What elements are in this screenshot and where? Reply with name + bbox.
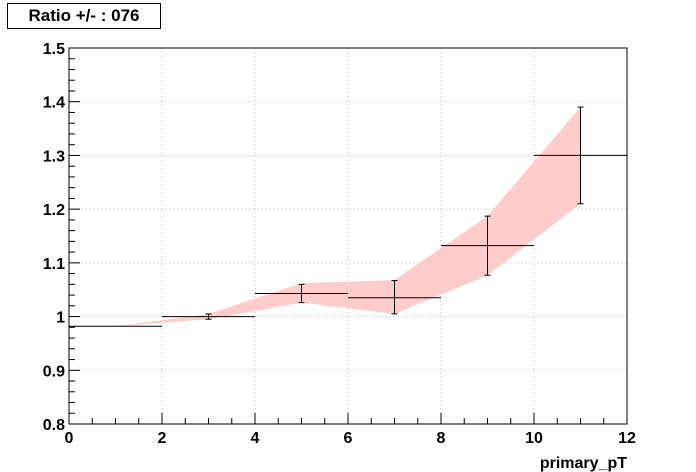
data-point — [255, 283, 348, 304]
uncertainty-band — [115, 107, 581, 327]
x-tick-label: 12 — [618, 430, 636, 447]
y-tick-label: 1.5 — [43, 41, 65, 58]
data-point — [534, 106, 627, 205]
y-tick-label: 0.9 — [43, 363, 65, 380]
x-tick-label: 10 — [525, 430, 543, 447]
x-tick-label: 2 — [158, 430, 167, 447]
grid — [69, 48, 627, 424]
x-tick-label: 6 — [344, 430, 353, 447]
data-point — [348, 280, 441, 315]
x-tick-label: 0 — [65, 430, 74, 447]
y-tick-label: 0.8 — [43, 417, 65, 434]
y-tick-label: 1.3 — [43, 148, 65, 165]
error-band — [115, 107, 581, 327]
chart-title: Ratio +/- : 076 — [7, 3, 161, 29]
x-tick-label: 4 — [251, 430, 260, 447]
y-tick-label: 1 — [56, 310, 65, 327]
axes — [68, 47, 628, 425]
tick-labels: 0 2 4 6 8 10 12 0.8 0.9 1 1.1 1.2 1.3 1.4 1.5 — [43, 41, 636, 447]
data-points — [69, 106, 627, 327]
data-point — [162, 313, 255, 320]
data-point — [441, 215, 534, 276]
y-tick-label: 1.1 — [43, 256, 65, 273]
y-tick-label: 1.2 — [43, 202, 65, 219]
y-tick-label: 1.4 — [43, 95, 65, 112]
x-tick-label: 8 — [437, 430, 446, 447]
x-axis-title: primary_pT — [540, 455, 627, 472]
